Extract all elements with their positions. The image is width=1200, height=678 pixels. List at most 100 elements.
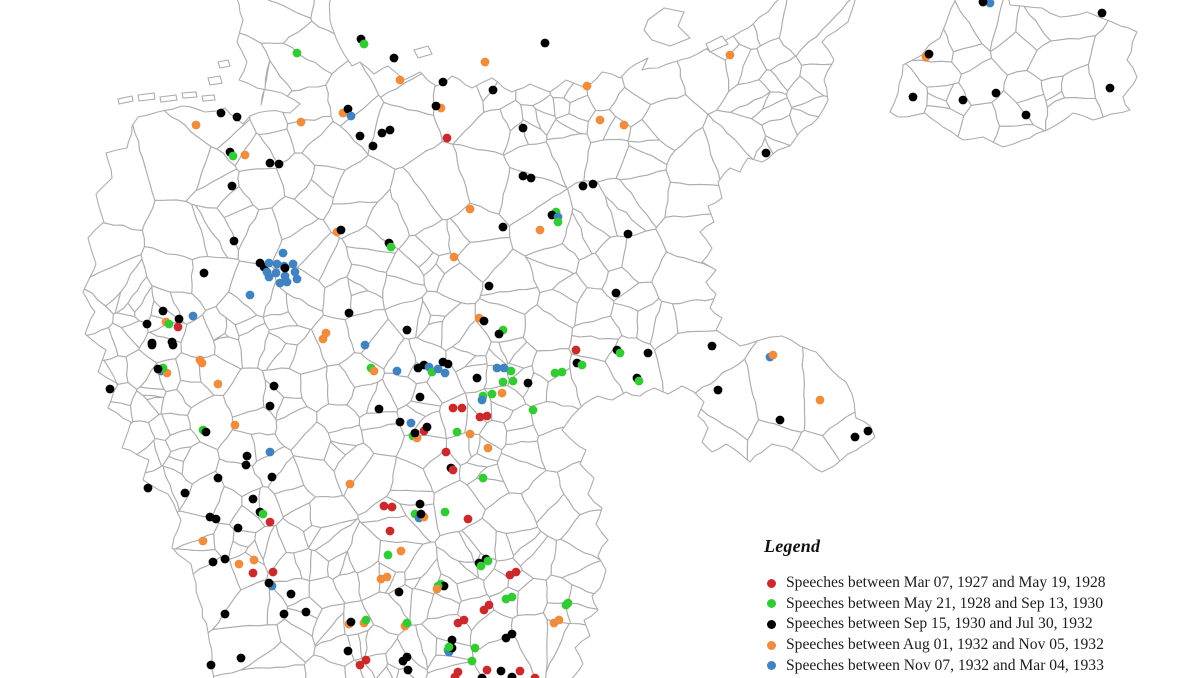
map-dot [361,655,371,665]
map-dot [595,115,605,125]
map-dot [494,329,504,339]
district-cell [1060,63,1097,100]
island [705,35,729,53]
map-dot [374,404,384,414]
map-dot [549,618,559,628]
map-dot [431,101,441,111]
map-dot [582,81,592,91]
district-cell [564,602,599,626]
map-dot [507,672,517,678]
district-cell [552,97,571,120]
district-cell [213,522,235,559]
map-dot [174,314,184,324]
map-dot [416,509,426,519]
district-cell [216,186,254,219]
legend-entries: Speeches between Mar 07, 1927 and May 19… [762,573,1106,676]
map-dot [265,401,275,411]
map-dot [376,574,386,584]
map-dot [258,509,268,519]
map-dot [480,57,490,67]
map-dot [643,348,653,358]
map-dot [410,428,420,438]
map-dot [479,605,489,615]
district-cell [627,118,660,143]
map-dot [379,501,389,511]
map-dot [467,656,477,666]
map-dot [497,388,507,398]
district-cell [451,319,492,357]
map-dot [158,306,168,316]
map-dot [775,415,785,425]
map-dot [725,50,735,60]
district-cell [561,211,593,261]
district-cell [992,123,1046,148]
map-dot [385,526,395,536]
district-cell [215,291,258,326]
district-cell [525,256,575,294]
legend-entry-label: Speeches between May 21, 1928 and Sep 13… [786,594,1104,612]
map-dot [164,319,174,329]
map-dot [346,111,356,121]
map-dot [290,267,300,277]
map-dot [1021,110,1031,120]
map-dot [255,258,265,268]
district-cell [1023,5,1109,42]
map-dot [394,587,404,597]
district-cell [613,281,660,312]
district-cell [327,424,365,447]
district-cell [261,367,303,399]
map-dot [269,381,279,391]
map-dot [453,618,463,628]
map-dot [1105,83,1115,93]
district-cell [458,530,482,564]
island [643,7,691,47]
map-dot [355,660,365,670]
map-dot [274,159,284,169]
map-dot [985,0,995,8]
map-dot [105,384,115,394]
district-cell [82,288,114,336]
map-dot [518,123,528,133]
map-dot [550,368,560,378]
island [181,91,198,99]
district-cell [520,469,565,524]
island [217,59,231,69]
map-dot [220,609,230,619]
map-dot [440,507,450,517]
coastal-islands [117,7,729,105]
district-cell [456,577,488,602]
map-dot [230,420,240,430]
legend-dot [767,599,776,609]
map-dot [153,364,163,374]
map-dot [168,340,178,350]
map-dot [268,567,278,577]
district-cell [1002,69,1045,104]
map-dot [248,568,258,578]
map-dot [275,278,285,288]
map-dot [234,559,244,569]
map-dot [475,412,485,422]
island [207,75,223,86]
map-dot [211,514,221,524]
map-dot [453,667,463,677]
map-dot [360,340,370,350]
legend-entry: Speeches between May 21, 1928 and Sep 13… [762,594,1106,615]
map-dot [264,258,274,268]
map-dot [199,268,209,278]
map-dot [499,363,509,373]
map-dot [707,341,717,351]
map-dot [368,141,378,151]
map-dot [498,377,508,387]
map-dot [142,319,152,329]
district-cell [282,20,349,75]
district-cell [323,441,346,472]
map-dot [191,120,201,130]
district-cell [764,135,791,155]
map-dot [850,432,860,442]
map-dot [343,104,353,114]
map-dot [406,418,416,428]
map-dot [245,290,255,300]
map-dot [492,363,502,373]
district-cell [240,641,307,671]
district-cell [262,311,299,331]
